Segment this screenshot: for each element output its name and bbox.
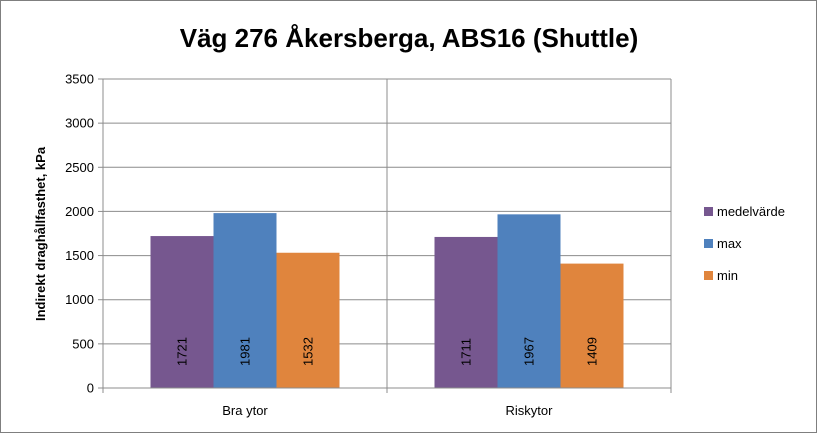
bar-min-0: [276, 252, 340, 388]
x-tick-label: Riskytor: [506, 403, 554, 418]
y-tick-label: 0: [87, 381, 94, 396]
chart-title: Väg 276 Åkersberga, ABS16 (Shuttle): [180, 23, 639, 53]
y-tick-label: 2500: [65, 160, 94, 175]
y-axis-label: Indirekt draghållfasthet, kPa: [33, 146, 48, 321]
y-tick-label: 1500: [65, 248, 94, 263]
data-label: 1967: [522, 337, 537, 366]
legend-entry: min: [717, 268, 738, 283]
data-label: 1981: [238, 337, 253, 366]
bar-min-1: [560, 263, 624, 388]
x-tick-label: Bra ytor: [222, 403, 268, 418]
y-tick-label: 3000: [65, 116, 94, 131]
bar-medelvärde-1: [434, 236, 498, 388]
y-tick-label: 2000: [65, 204, 94, 219]
y-tick-label: 500: [72, 336, 94, 351]
y-tick-label: 1000: [65, 292, 94, 307]
bar-max-0: [213, 213, 277, 388]
legend-entry: max: [717, 236, 742, 251]
legend-swatch: [704, 239, 713, 248]
bar-max-1: [497, 214, 561, 388]
data-label: 1711: [459, 338, 474, 366]
y-tick-label: 3500: [65, 72, 94, 87]
axes: 0 500 1000 1500 2000 2500 3000 3500 Bra ytor Risk…: [65, 72, 672, 418]
legend-swatch: [704, 207, 713, 216]
legend-swatch: [704, 271, 713, 280]
data-label: 1409: [585, 337, 600, 366]
bars: 1721 1981 1532 1711 1967 1409: [150, 213, 624, 388]
bar-medelvärde-0: [150, 236, 214, 388]
data-label: 1532: [301, 337, 316, 366]
legend-entry: medelvärde: [717, 204, 785, 219]
legend: medelvärde max min: [704, 204, 785, 283]
data-label: 1721: [175, 337, 190, 366]
